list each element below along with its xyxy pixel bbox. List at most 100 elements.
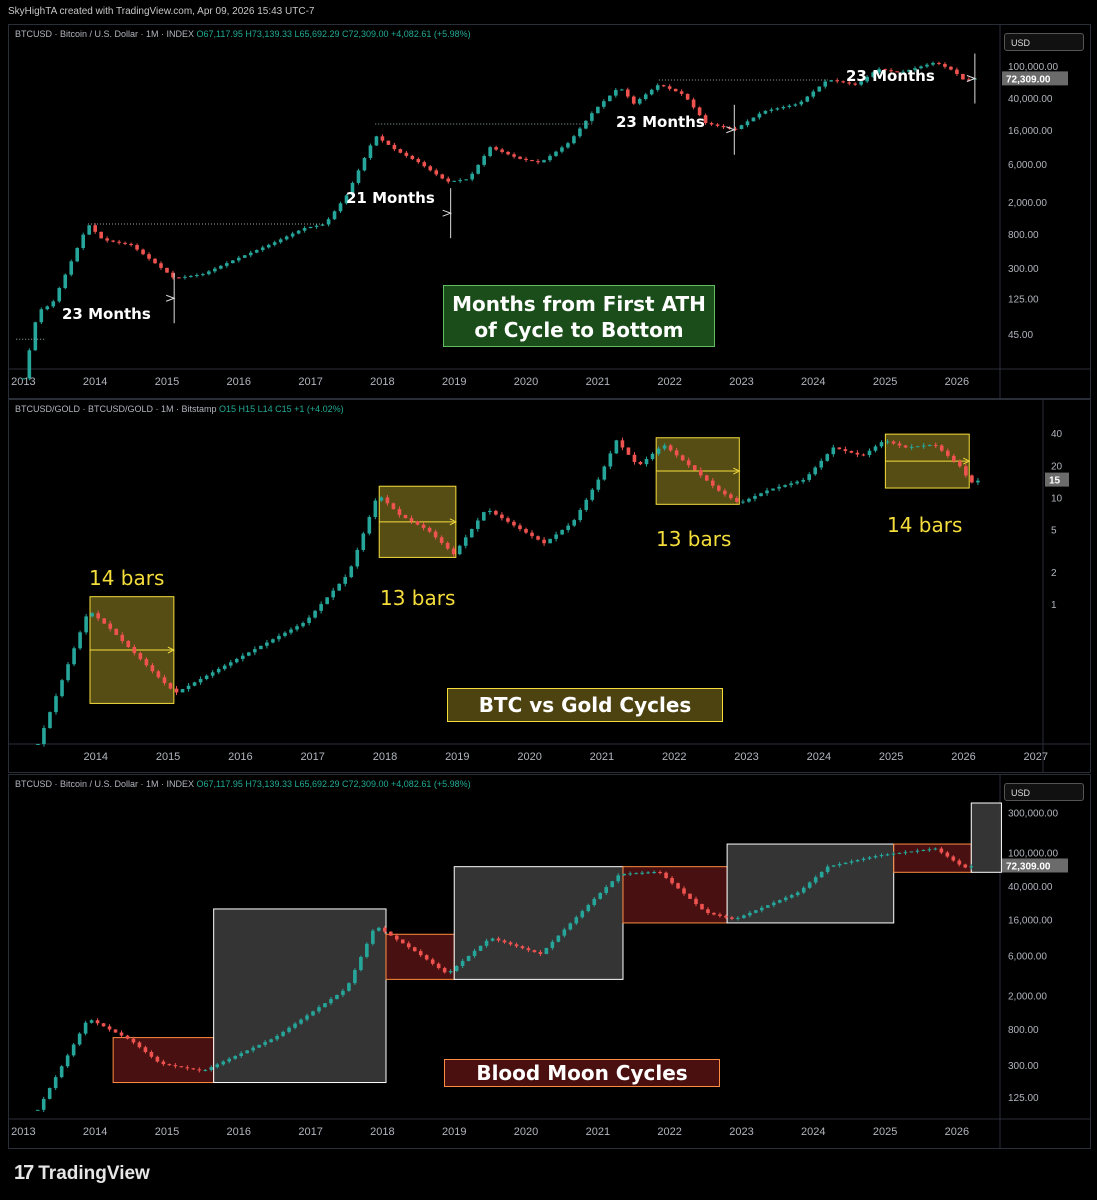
- x-tick-label: 2023: [729, 1126, 753, 1138]
- candle-body: [783, 485, 787, 487]
- candle-body: [329, 999, 333, 1004]
- candle-body: [698, 470, 703, 476]
- candle-body: [355, 549, 360, 567]
- candle-body: [843, 449, 848, 451]
- blood-moon-chart: 300,000.00 100,000.00 40,000.00 16,000.00 6,…: [9, 775, 1090, 1148]
- candle-body: [849, 861, 854, 863]
- candle-body: [859, 81, 863, 85]
- candle-body: [757, 113, 762, 118]
- candle-body: [470, 173, 474, 180]
- candle-body: [847, 82, 851, 84]
- candle-body: [171, 272, 175, 278]
- candle-body: [222, 665, 227, 669]
- candle-body: [231, 260, 235, 264]
- x-tick-label: 2016: [227, 1126, 251, 1138]
- candle-body: [21, 378, 26, 380]
- candle-body: [404, 152, 409, 156]
- candle-body: [51, 301, 56, 307]
- candle-body: [368, 145, 373, 158]
- candle-body: [646, 872, 650, 874]
- candle-body: [247, 652, 251, 656]
- candle-body: [715, 124, 720, 126]
- candle-body: [524, 158, 528, 160]
- candle-body: [452, 180, 457, 182]
- x-tick-label: 2020: [514, 1126, 538, 1138]
- candle-body: [667, 86, 672, 89]
- btc-gold-panel[interactable]: 40 20 10 5 2 1 2014 2015 2016 2017 2018 2019 2020 202…: [8, 399, 1091, 773]
- candle-body: [319, 604, 323, 611]
- candle-body: [225, 263, 229, 266]
- candle-body: [446, 178, 451, 182]
- blood-moon-panel[interactable]: 300,000.00 100,000.00 40,000.00 16,000.00 6,…: [8, 774, 1091, 1149]
- candle-body: [759, 493, 763, 497]
- candle-body: [36, 744, 40, 745]
- candle-body: [341, 990, 345, 995]
- price-tag-bg: [1002, 858, 1068, 873]
- candle-body: [254, 250, 259, 253]
- candle-body: [712, 913, 716, 915]
- candle-body: [901, 71, 905, 73]
- currency-select-3[interactable]: USD: [1004, 783, 1084, 801]
- x-tick-label: 2017: [298, 1126, 322, 1138]
- candle-body: [236, 257, 241, 261]
- candle-body: [320, 224, 325, 226]
- tradingview-footer[interactable]: 17 TradingView: [14, 1162, 150, 1185]
- candle-body: [392, 144, 397, 150]
- candle-body: [697, 107, 702, 116]
- candle-body: [584, 499, 589, 510]
- candle-body: [691, 99, 696, 108]
- candle-body: [388, 931, 393, 936]
- candle-body: [344, 195, 349, 204]
- candle-body: [475, 520, 480, 529]
- x-tick-label: 2025: [873, 1126, 897, 1138]
- candle-body: [568, 923, 573, 930]
- candle-body: [77, 1033, 82, 1045]
- candle-body: [132, 646, 137, 654]
- panel2-title-box: BTC vs Gold Cycles: [447, 688, 723, 722]
- cycle-box-1: [213, 908, 387, 1084]
- candle-body: [168, 683, 173, 689]
- candle-body: [377, 927, 381, 931]
- candle-body: [165, 267, 169, 273]
- y-tick-label: 125.00: [1008, 1093, 1039, 1104]
- panel1-ohlc: O67,117.95 H73,139.33 L65,692.29 C72,309…: [196, 29, 471, 39]
- candle-body: [138, 653, 143, 660]
- candle-body: [323, 1003, 327, 1008]
- candle-body: [281, 1031, 285, 1036]
- candle-body: [442, 968, 447, 973]
- candle-body: [766, 905, 770, 908]
- btc-usd-panel[interactable]: 100,000.00 40,000.00 16,000.00 6,000.00 2,00…: [8, 24, 1091, 399]
- candle-body: [542, 539, 546, 544]
- y-tick-label: 100,000.00: [1008, 62, 1058, 73]
- candle-body: [855, 452, 860, 455]
- candle-body: [765, 490, 769, 494]
- candle-body: [203, 1069, 208, 1071]
- candle-body: [272, 242, 277, 245]
- candle-body: [817, 86, 822, 92]
- y-tick-label: 2,000.00: [1008, 992, 1047, 1003]
- candle-body: [897, 443, 902, 446]
- candle-body: [921, 849, 926, 851]
- candle-body: [625, 89, 630, 97]
- candle-body: [391, 503, 396, 510]
- candle-body: [745, 121, 750, 126]
- candle-body: [173, 1065, 178, 1067]
- candle-body: [213, 268, 217, 272]
- candle-body: [418, 951, 423, 956]
- candle-body: [326, 219, 331, 225]
- candle-body: [183, 276, 187, 278]
- candle-body: [482, 156, 486, 165]
- x-tick-label: 2025: [873, 376, 897, 388]
- candle-body: [460, 960, 465, 966]
- candle-body: [742, 915, 746, 918]
- candle-body: [538, 952, 543, 955]
- candle-body: [215, 1064, 220, 1068]
- currency-select[interactable]: USD: [1004, 33, 1084, 51]
- candle-body: [640, 872, 644, 874]
- candle-body: [221, 1061, 226, 1065]
- x-tick-label: 2021: [590, 751, 614, 763]
- candle-body: [301, 622, 305, 627]
- candle-body: [747, 498, 751, 502]
- candle-body: [197, 1069, 202, 1071]
- candle-body: [572, 520, 577, 526]
